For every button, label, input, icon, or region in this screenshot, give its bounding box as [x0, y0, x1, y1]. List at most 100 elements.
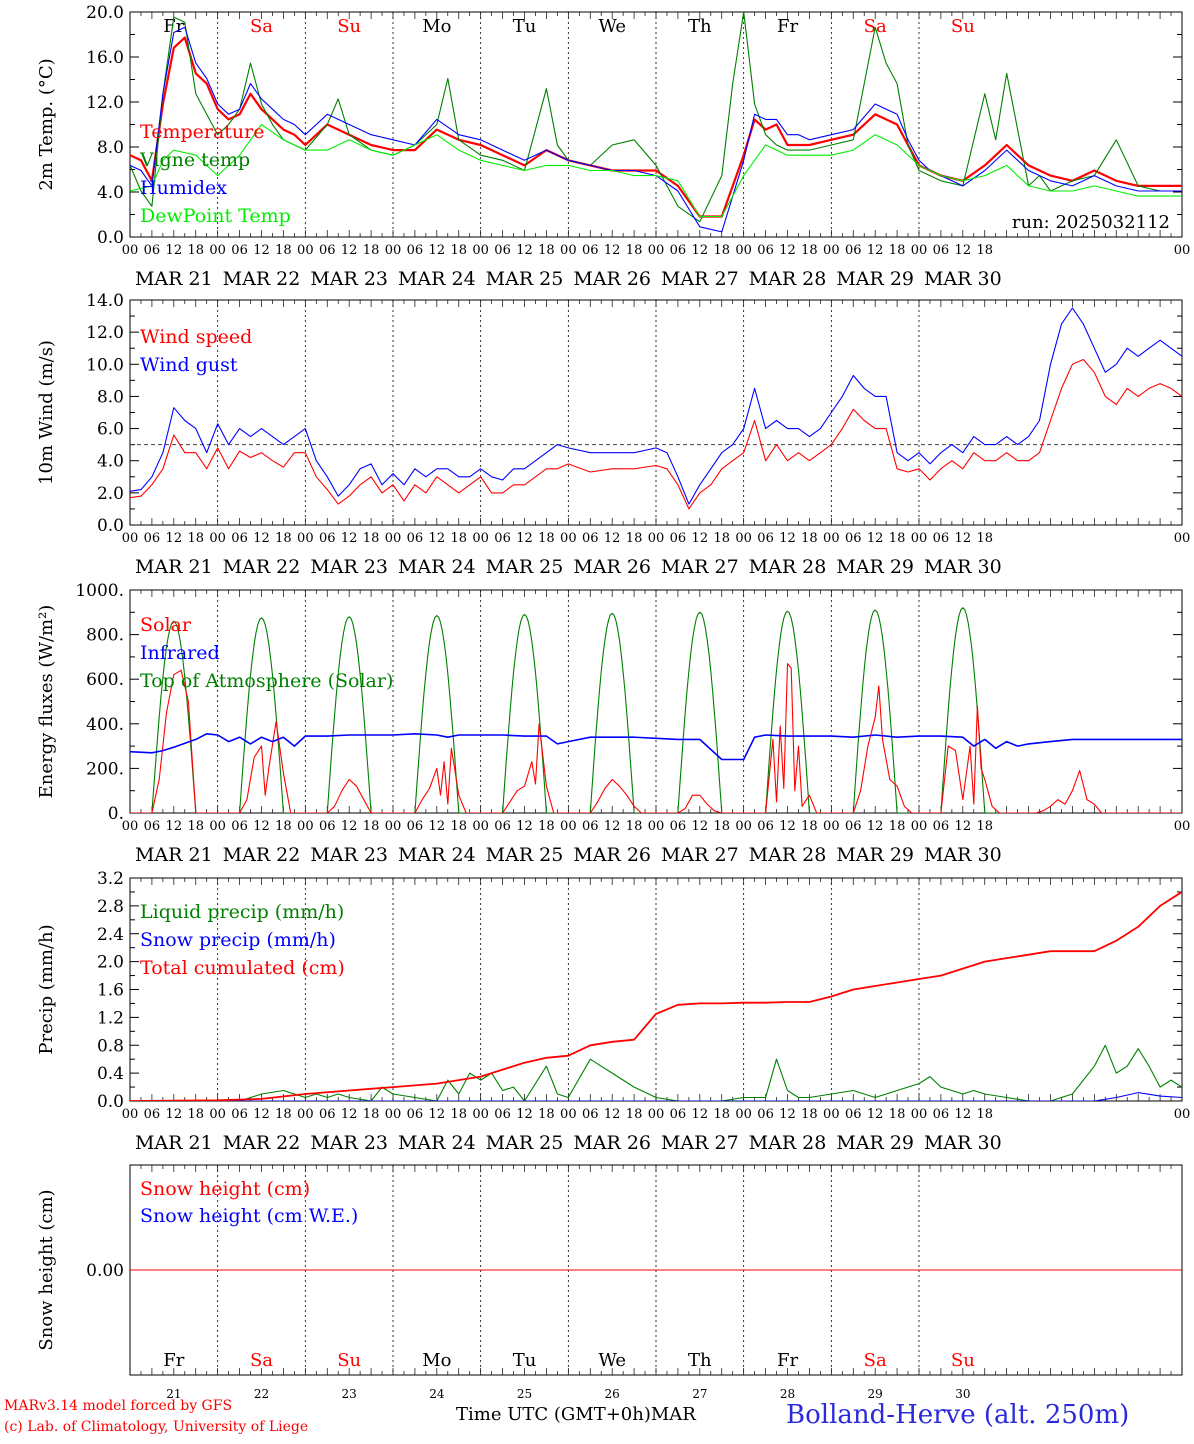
- hour-label: 06: [670, 243, 687, 258]
- top-of-atmosphere-curve: [217, 617, 306, 813]
- day-number-label: 24: [429, 1387, 445, 1401]
- hour-label: 00: [560, 819, 577, 834]
- legend-entry: Top of Atmosphere (Solar): [140, 670, 393, 692]
- hour-label: 06: [319, 243, 336, 258]
- hour-label: 00: [823, 243, 840, 258]
- hour-label: 18: [626, 1107, 643, 1122]
- date-label: MAR 28: [749, 268, 827, 290]
- hour-label: 00: [297, 243, 314, 258]
- hour-label: 06: [582, 531, 599, 546]
- hour-label: 12: [429, 819, 446, 834]
- date-label: MAR 25: [486, 844, 564, 866]
- hour-label: 18: [801, 1107, 818, 1122]
- hour-label: 18: [713, 819, 730, 834]
- hour-label: 18: [187, 1107, 204, 1122]
- hour-label: 06: [670, 819, 687, 834]
- weekday-label: Th: [688, 16, 712, 37]
- hour-label: 12: [516, 819, 533, 834]
- day-number-label: 21: [166, 1387, 181, 1401]
- legend-entry: Liquid precip (mm/h): [140, 901, 344, 923]
- hour-label: 00: [823, 819, 840, 834]
- hour-label: 18: [713, 531, 730, 546]
- hour-label: 06: [845, 531, 862, 546]
- hour-label: 06: [494, 1107, 511, 1122]
- hour-label: 00: [209, 243, 226, 258]
- hour-label: 12: [779, 1107, 796, 1122]
- hour-label: 06: [757, 243, 774, 258]
- y-tick-label: 0.00: [86, 1261, 124, 1281]
- hour-label: 12: [692, 531, 709, 546]
- hour-label: 06: [670, 1107, 687, 1122]
- y-tick-label: 14.0: [86, 291, 124, 311]
- hour-label: 18: [976, 243, 993, 258]
- legend-entry: Temperature: [140, 121, 264, 143]
- hour-label: 12: [166, 1107, 183, 1122]
- hour-label: 18: [976, 531, 993, 546]
- hour-label: 12: [867, 1107, 884, 1122]
- date-label: MAR 26: [573, 1132, 651, 1154]
- y-tick-label: 8.0: [97, 138, 124, 158]
- hour-label: 00: [735, 1107, 752, 1122]
- hour-label: 06: [757, 1107, 774, 1122]
- hour-label: 18: [450, 819, 467, 834]
- panel-temp: 0.0 4.0 8.0 12.0 16.0 20.0 2m Temp. (°C) 00 06 12…: [36, 3, 1190, 290]
- y-tick-label: 6.0: [97, 420, 124, 440]
- panel-snow: 0.00 Snow height (cm) Fr 21 Sa 22 Su 23 Mo 24 Tu 25…: [36, 1164, 1183, 1401]
- y-tick-label: 12.0: [86, 93, 124, 113]
- hour-label: 18: [538, 243, 555, 258]
- hour-label: 00: [385, 243, 402, 258]
- y-tick-label: 600.: [86, 670, 124, 690]
- date-label: MAR 23: [310, 556, 388, 578]
- legend-entry: Humidex: [140, 177, 227, 199]
- hour-label: 18: [187, 819, 204, 834]
- hour-label: 06: [144, 531, 161, 546]
- hour-label: 12: [253, 819, 270, 834]
- hour-label: 06: [933, 1107, 950, 1122]
- top-of-atmosphere-curve: [568, 612, 656, 813]
- hour-label: 00: [122, 819, 139, 834]
- lab-credit: (c) Lab. of Climatology, University of L…: [4, 1419, 309, 1435]
- hour-label: 00: [385, 531, 402, 546]
- hour-label: 00: [1174, 531, 1191, 546]
- hour-label: 00: [560, 243, 577, 258]
- hour-label: 06: [757, 531, 774, 546]
- weekday-label: Fr: [777, 16, 798, 37]
- date-label: MAR 26: [573, 556, 651, 578]
- hour-label: 00: [472, 1107, 489, 1122]
- y-tick-label: 16.0: [86, 48, 124, 68]
- hour-label: 12: [867, 531, 884, 546]
- date-label: MAR 30: [924, 556, 1002, 578]
- hour-label: 00: [911, 819, 928, 834]
- hour-label: 00: [823, 531, 840, 546]
- weekday-label: Fr: [163, 1350, 184, 1371]
- plot-area: [130, 12, 1182, 233]
- date-label: MAR 23: [310, 268, 388, 290]
- series-line-total-cumulated-cm-: [130, 891, 1182, 1101]
- hour-label: 06: [757, 819, 774, 834]
- date-label: MAR 29: [836, 1132, 914, 1154]
- hour-label: 18: [538, 1107, 555, 1122]
- hour-label: 12: [604, 819, 621, 834]
- legend-entry: Snow height (cm): [140, 1178, 310, 1200]
- date-label: MAR 28: [749, 844, 827, 866]
- hour-label: 12: [955, 243, 972, 258]
- hour-label: 00: [560, 531, 577, 546]
- series-line-snow-precip-mm-h-: [130, 1092, 1182, 1101]
- hour-label: 00: [297, 819, 314, 834]
- day-number-label: 23: [342, 1387, 357, 1401]
- run-annotation: run: 2025032112: [1012, 212, 1170, 233]
- hour-label: 06: [407, 243, 424, 258]
- y-axis-label: 2m Temp. (°C): [36, 58, 57, 190]
- hour-label: 12: [253, 1107, 270, 1122]
- hour-label: 12: [341, 243, 358, 258]
- y-axis-label: Snow height (cm): [36, 1189, 57, 1350]
- hour-label: 12: [516, 531, 533, 546]
- hour-label: 06: [319, 1107, 336, 1122]
- hour-label: 00: [297, 1107, 314, 1122]
- hour-label: 18: [363, 1107, 380, 1122]
- date-label: MAR 22: [223, 844, 301, 866]
- hour-label: 06: [144, 243, 161, 258]
- hour-label: 00: [823, 1107, 840, 1122]
- hour-label: 18: [450, 531, 467, 546]
